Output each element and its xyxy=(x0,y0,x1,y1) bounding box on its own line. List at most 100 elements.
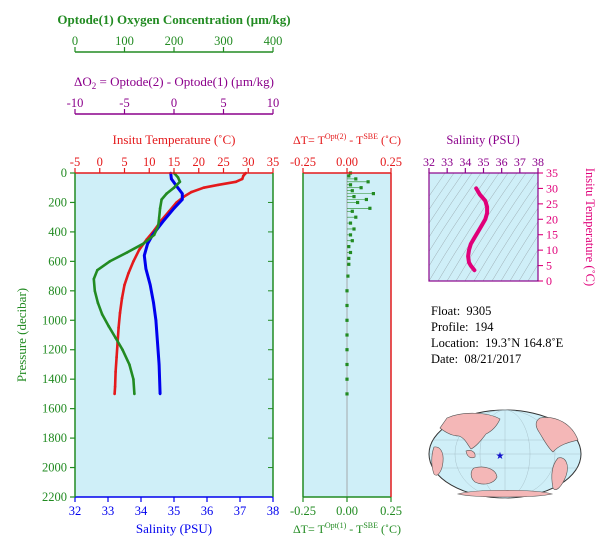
temperature-tick-label: 10 xyxy=(143,155,156,169)
oxygen-data-point xyxy=(100,313,104,316)
delta-t-point xyxy=(348,250,353,255)
temperature-data-point xyxy=(113,392,116,396)
ts-data-point xyxy=(467,248,471,252)
temperature-data-point xyxy=(138,248,141,251)
info-location: Location: 19.3˚N 164.8˚E xyxy=(431,336,563,351)
delta-o2-tick-label: -5 xyxy=(119,96,129,110)
temperature-data-point xyxy=(127,271,130,275)
oxygen-axis: Optode(1) Oxygen Concentration (µm/kg) 0… xyxy=(57,12,291,53)
ts-data-point xyxy=(466,254,470,258)
oxygen-data-point xyxy=(121,348,124,352)
delta-t-point xyxy=(368,206,372,210)
oxygen-data-point xyxy=(172,186,176,189)
landmass-australia xyxy=(470,466,498,485)
pressure-tick-label: 2200 xyxy=(42,490,67,504)
delta-t-point xyxy=(364,197,368,202)
ts-data-point xyxy=(467,261,471,264)
oxygen-data-point xyxy=(160,198,163,201)
temperature-tick-label: 20 xyxy=(193,155,206,169)
temperature-tick-label: 30 xyxy=(242,155,255,169)
pressure-tick-label: 600 xyxy=(48,254,67,268)
delta-t-point xyxy=(350,189,354,193)
oxygen-data-point xyxy=(157,215,161,219)
delta-o2-tick-label: -10 xyxy=(67,96,84,110)
ts-temperature-tick-label: 5 xyxy=(546,259,552,273)
info-date: Date: 08/21/2017 xyxy=(431,352,521,367)
delta-t-point xyxy=(352,195,356,199)
delta-t-point xyxy=(359,186,363,190)
salinity-axis-title: Salinity (PSU) xyxy=(136,521,212,536)
landmass-north-america xyxy=(535,417,579,453)
salinity-tick-label: 34 xyxy=(135,504,148,518)
salinity-data-point xyxy=(170,177,173,181)
info-location-value: 19.3˚N 164.8˚E xyxy=(485,336,564,350)
landmass-south-america xyxy=(551,457,568,490)
ts-isopycnal-line xyxy=(429,173,473,238)
temperature-data-point xyxy=(242,174,245,178)
ts-isopycnal-line xyxy=(473,181,538,281)
pressure-tick-label: 0 xyxy=(61,166,67,180)
ts-salinity-tick-label: 38 xyxy=(532,155,544,169)
ts-isopycnal-line xyxy=(429,173,500,281)
temperature-data-point xyxy=(113,385,117,388)
oxygen-tick-label: 100 xyxy=(115,34,134,48)
ts-isopycnal-line xyxy=(500,221,538,281)
salinity-data-point xyxy=(146,242,149,245)
salinity-data-point xyxy=(148,283,152,287)
salinity-tick-label: 38 xyxy=(267,504,280,518)
oxygen-data-point xyxy=(128,363,131,366)
ts-isopycnal-line xyxy=(518,249,538,281)
oxygen-tick-label: 300 xyxy=(214,34,233,48)
temperature-data-point xyxy=(190,190,193,194)
delta-t-bottom-axis-title: ΔT= TOpt(1) - TSBE (˚C) xyxy=(293,521,401,536)
ts-isopycnal-line xyxy=(509,235,538,281)
delta-t-point xyxy=(347,245,351,249)
delta-t-point xyxy=(356,200,360,205)
oxygen-data-point xyxy=(133,392,136,396)
temperature-data-point xyxy=(120,296,124,300)
oxygen-data-point xyxy=(158,207,162,210)
delta-t-point xyxy=(346,274,350,278)
ts-isopycnal-line xyxy=(429,173,464,224)
oxygen-data-point xyxy=(114,336,117,340)
oxygen-data-point xyxy=(165,192,168,195)
temperature-tick-label: 15 xyxy=(168,155,181,169)
ts-temperature-axis-title: Insitu Temperature (˚C) xyxy=(583,168,597,286)
delta-t-point xyxy=(347,256,351,260)
temperature-data-point xyxy=(217,183,220,187)
ts-isopycnal-line xyxy=(429,173,482,252)
ts-salinity-tick-label: 35 xyxy=(478,155,490,169)
landmass-africa xyxy=(431,446,444,476)
salinity-data-point xyxy=(158,392,162,396)
oxygen-data-point xyxy=(96,268,99,272)
ts-salinity-tick-label: 32 xyxy=(423,155,435,169)
salinity-data-point xyxy=(152,301,155,304)
ts-data-point xyxy=(472,268,476,272)
ts-temperature-tick-label: 0 xyxy=(546,274,552,288)
info-profile: Profile: 194 xyxy=(431,320,494,335)
salinity-data-point xyxy=(172,207,176,210)
profile-panel-background xyxy=(75,173,273,497)
delta-t-top-tick-label: -0.25 xyxy=(290,155,316,169)
delta-o2-axis: ΔO2 = Optode(2) - Optode(1) (µm/kg) -10 -… xyxy=(67,74,279,115)
ts-data-point xyxy=(483,217,487,221)
delta-t-bottom-tick-label: 0.25 xyxy=(380,504,402,518)
oxygen-data-point xyxy=(107,324,110,328)
oxygen-data-point xyxy=(152,233,156,237)
delta-t-point xyxy=(354,215,358,219)
delta-t-bottom-tick-label: -0.25 xyxy=(290,504,316,518)
delta-t-point xyxy=(366,180,370,184)
oxygen-data-point xyxy=(92,277,96,281)
ts-data-point xyxy=(485,211,489,215)
delta-t-point xyxy=(348,233,353,237)
map-landmasses xyxy=(431,412,579,498)
ts-data-point xyxy=(478,193,482,197)
ts-data-point xyxy=(480,224,484,227)
salinity-tick-label: 37 xyxy=(234,504,247,518)
info-float: Float: 9305 xyxy=(431,304,491,319)
pressure-tick-label: 400 xyxy=(48,225,67,239)
ts-temperature-tick-label: 25 xyxy=(546,197,558,211)
salinity-tick-label: 33 xyxy=(102,504,115,518)
delta-o2-tick-label: 5 xyxy=(220,96,226,110)
delta-t-point xyxy=(347,174,351,178)
